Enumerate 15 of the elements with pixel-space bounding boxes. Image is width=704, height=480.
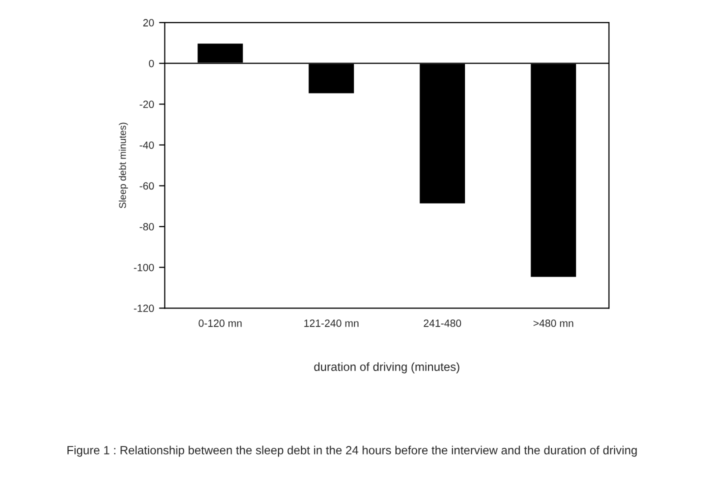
x-tick-label: >480 mn (534, 320, 574, 327)
x-tick-label: 0-120 mn (198, 320, 242, 327)
x-tick-label: 241-480 (424, 320, 462, 327)
y-tick-label: -100 (134, 264, 154, 272)
y-tick-label: -20 (140, 100, 154, 108)
y-tick-label: -60 (140, 182, 154, 190)
y-tick-label: -120 (134, 304, 154, 312)
y-tick-label: -40 (140, 141, 154, 149)
y-axis-title: Sleep debt minutes) (118, 122, 128, 208)
caption: Figure 1 : Relationship between the sleep debt in the 24 hours before the interview and the duration of driving (68, 446, 637, 457)
x-axis-title: duration of driving (minutes) (314, 362, 460, 374)
x-tick-label: 121-240 mn (304, 320, 358, 327)
y-tick-label: 0 (148, 60, 154, 68)
y-tick-label: -80 (140, 223, 154, 230)
y-tick-label: 20 (143, 19, 154, 26)
